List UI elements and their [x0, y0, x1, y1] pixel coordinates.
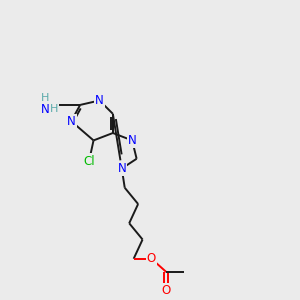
Text: N: N: [117, 162, 126, 175]
Text: H: H: [41, 93, 49, 103]
Text: N: N: [67, 115, 76, 128]
Text: Cl: Cl: [83, 154, 95, 168]
Text: N: N: [95, 94, 104, 107]
Text: O: O: [147, 252, 156, 265]
Text: N: N: [41, 103, 50, 116]
Text: H: H: [50, 104, 58, 114]
Text: N: N: [128, 134, 136, 147]
Text: O: O: [162, 284, 171, 297]
